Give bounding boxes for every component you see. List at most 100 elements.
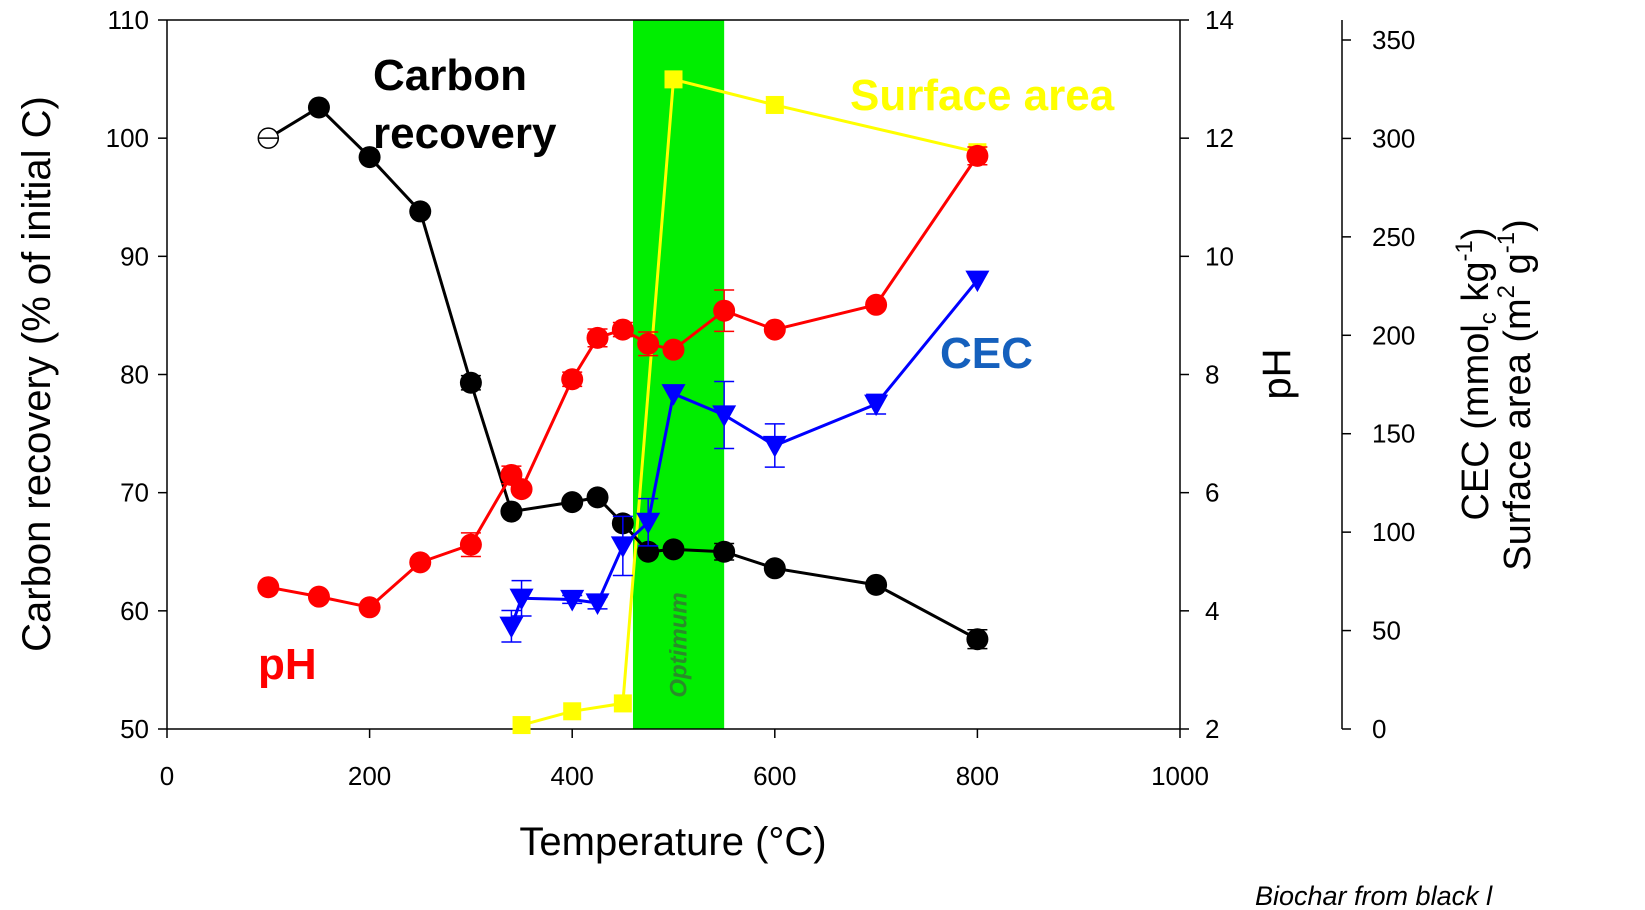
sa-label-end: ) <box>1497 219 1539 232</box>
cec-point <box>499 616 524 639</box>
y-axis-cec-label: CEC (mmolc kg-1) <box>1451 227 1502 520</box>
annotation-cec: CEC <box>940 329 1033 378</box>
y-axis-surface-area-label: Surface area (m2 g-1) <box>1493 219 1539 571</box>
surface_area-point <box>765 95 784 114</box>
ph-point <box>611 318 634 341</box>
cec-point <box>661 384 686 406</box>
ph-line <box>268 155 979 609</box>
ph-point <box>865 293 888 316</box>
carbon-point <box>409 200 432 223</box>
surface_area-point <box>613 694 632 713</box>
carbon-point <box>586 486 609 509</box>
y-ph-tick-label: 12 <box>1205 123 1234 153</box>
cec-point <box>636 512 661 535</box>
ph-point <box>307 585 330 608</box>
ph-point <box>409 551 432 574</box>
source-note: Biochar from black l <box>1255 881 1493 910</box>
y-left-tick-label: 60 <box>120 596 149 626</box>
x-tick-label: 0 <box>160 761 174 791</box>
surface_area-line <box>521 77 978 727</box>
cec-label-main: CEC (mmol <box>1455 324 1497 520</box>
y-ph-tick-label: 4 <box>1205 596 1219 626</box>
y-left-tick-label: 110 <box>108 5 149 35</box>
carbon-point <box>966 628 989 651</box>
y-left-tick-label: 90 <box>120 241 149 271</box>
surface_area-point <box>512 716 531 735</box>
sa-label-main: Surface area (m <box>1497 298 1539 570</box>
cec-point <box>610 536 635 558</box>
surface_area-point <box>664 70 683 89</box>
annotation-ph: pH <box>258 640 317 689</box>
cec-point <box>509 588 534 611</box>
ph-point <box>561 368 584 391</box>
series-carbon-recovery <box>257 96 989 651</box>
cec-point <box>560 589 585 612</box>
annotation-carbon-recovery-1: Carbon <box>373 51 527 100</box>
cec-point <box>762 435 787 458</box>
carbon-point <box>459 371 482 394</box>
y-cec-tick-label: 100 <box>1372 517 1415 547</box>
series-ph <box>257 144 989 619</box>
surface_area-point <box>563 702 582 721</box>
carbon-point <box>713 540 736 563</box>
ph-point <box>459 533 482 556</box>
x-tick-label: 400 <box>551 761 594 791</box>
cec-point <box>712 405 737 428</box>
sa-label-sup: 2 <box>1493 285 1520 298</box>
y-axis-left-label: Carbon recovery (% of initial C) <box>15 96 59 652</box>
optimum-label: Optimum <box>666 592 693 697</box>
ph-point <box>257 576 280 599</box>
cec-label-sup: -1 <box>1451 240 1478 261</box>
carbon-point <box>763 557 786 580</box>
y-cec-tick-label: 350 <box>1372 25 1415 55</box>
y-ph-tick-label: 10 <box>1205 241 1234 271</box>
carbon-point <box>500 500 523 523</box>
ph-point <box>763 318 786 341</box>
ph-point <box>966 144 989 167</box>
cec-line <box>510 279 979 627</box>
annotation-surface-area: Surface area <box>850 71 1115 120</box>
y-cec-tick-label: 0 <box>1372 714 1386 744</box>
x-tick-label: 200 <box>348 761 391 791</box>
series-surface-area <box>512 70 987 735</box>
ph-point <box>586 326 609 349</box>
x-tick-label: 800 <box>956 761 999 791</box>
annotation-carbon-recovery-2: recovery <box>373 109 557 158</box>
ph-point <box>358 596 381 619</box>
axes: 0 200 400 600 800 100050607080901001102468101… <box>106 5 1416 791</box>
y-left-tick-label: 100 <box>106 123 149 153</box>
y-ph-tick-label: 8 <box>1205 360 1219 390</box>
y-cec-tick-label: 250 <box>1372 222 1415 252</box>
y-left-tick-label: 80 <box>120 360 149 390</box>
y-left-tick-label: 70 <box>120 478 149 508</box>
carbon-point <box>561 491 584 514</box>
carbon-point <box>358 146 381 169</box>
x-tick-label: 1000 <box>1151 761 1209 791</box>
cec-label-end: ) <box>1455 227 1497 240</box>
x-tick-label: 600 <box>753 761 796 791</box>
y-cec-tick-label: 50 <box>1372 616 1401 646</box>
cec-label-unit: kg <box>1455 261 1497 312</box>
cec-point <box>965 270 990 293</box>
cec-point <box>585 593 610 616</box>
carbon-point <box>307 96 330 119</box>
sa-label-sup2: -1 <box>1493 232 1520 253</box>
y-cec-tick-label: 300 <box>1372 123 1415 153</box>
ph-point <box>662 338 685 361</box>
y-ph-tick-label: 6 <box>1205 478 1219 508</box>
ph-point <box>713 299 736 322</box>
y-cec-tick-label: 200 <box>1372 320 1415 350</box>
sa-label-unit: g <box>1497 253 1539 285</box>
cec-point <box>864 394 889 417</box>
y-ph-tick-label: 2 <box>1205 714 1219 744</box>
cec-label-sub: c <box>1475 312 1502 324</box>
x-axis-label: Temperature (°C) <box>519 820 826 864</box>
series-cec <box>499 270 990 643</box>
ph-point <box>510 478 533 501</box>
y-left-tick-label: 50 <box>120 714 149 744</box>
carbon-point <box>865 573 888 596</box>
y-cec-tick-label: 150 <box>1372 419 1415 449</box>
carbon-point <box>662 538 685 561</box>
ph-point <box>637 332 660 355</box>
